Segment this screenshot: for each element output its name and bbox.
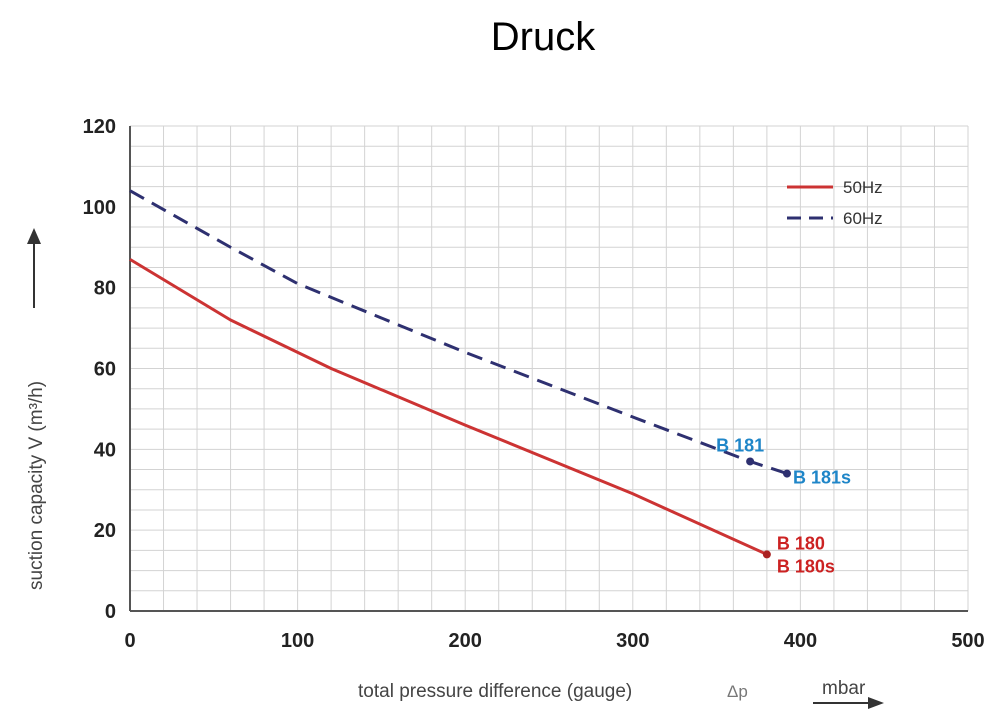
y-axis-arrow-head (27, 228, 41, 244)
x-tick-label: 400 (784, 630, 817, 652)
x-axis-arrow-head (868, 697, 884, 709)
x-tick-labels: 0 100 200 300 400 500 (124, 630, 984, 652)
point-label: B 181 (716, 435, 764, 455)
x-tick-label: 0 (124, 630, 135, 652)
y-tick-label: 120 (83, 116, 116, 138)
series-lines (129, 189, 788, 556)
point-marker (762, 550, 771, 559)
point-marker (746, 457, 755, 466)
chart-title: Druck (491, 15, 596, 59)
point-marker (782, 469, 791, 478)
x-axis-label: total pressure difference (gauge) (358, 681, 632, 702)
x-tick-label: 300 (616, 630, 649, 652)
x-tick-label: 500 (951, 630, 984, 652)
grid (129, 125, 969, 612)
y-tick-label: 20 (94, 520, 116, 542)
axes (129, 126, 968, 612)
x-axis-symbol: Δp (727, 682, 748, 701)
point-label: B 180 (777, 533, 825, 553)
y-tick-labels: 0 20 40 60 80 100 120 (83, 116, 116, 623)
point-labels: B 181 B 181s B 180 B 180s (716, 435, 851, 576)
x-axis-label-group: total pressure difference (gauge) Δp mba… (358, 678, 884, 709)
x-tick-label: 100 (281, 630, 314, 652)
y-tick-label: 100 (83, 197, 116, 219)
legend-label-50hz: 50Hz (843, 178, 883, 197)
series-line-50hz (129, 258, 768, 556)
y-tick-label: 0 (105, 601, 116, 623)
y-axis-label: suction capacity V (m³/h) (26, 381, 47, 590)
x-axis-unit: mbar (822, 678, 866, 699)
y-axis-label-group: suction capacity V (m³/h) (26, 228, 47, 590)
point-label: B 180s (777, 556, 835, 576)
legend-label-60hz: 60Hz (843, 209, 883, 228)
point-label: B 181s (793, 468, 851, 488)
series-line-60hz (129, 189, 788, 476)
legend: 50Hz 60Hz (787, 178, 883, 228)
y-tick-label: 80 (94, 278, 116, 300)
y-tick-label: 40 (94, 439, 116, 461)
y-tick-label: 60 (94, 359, 116, 381)
x-tick-label: 200 (449, 630, 482, 652)
